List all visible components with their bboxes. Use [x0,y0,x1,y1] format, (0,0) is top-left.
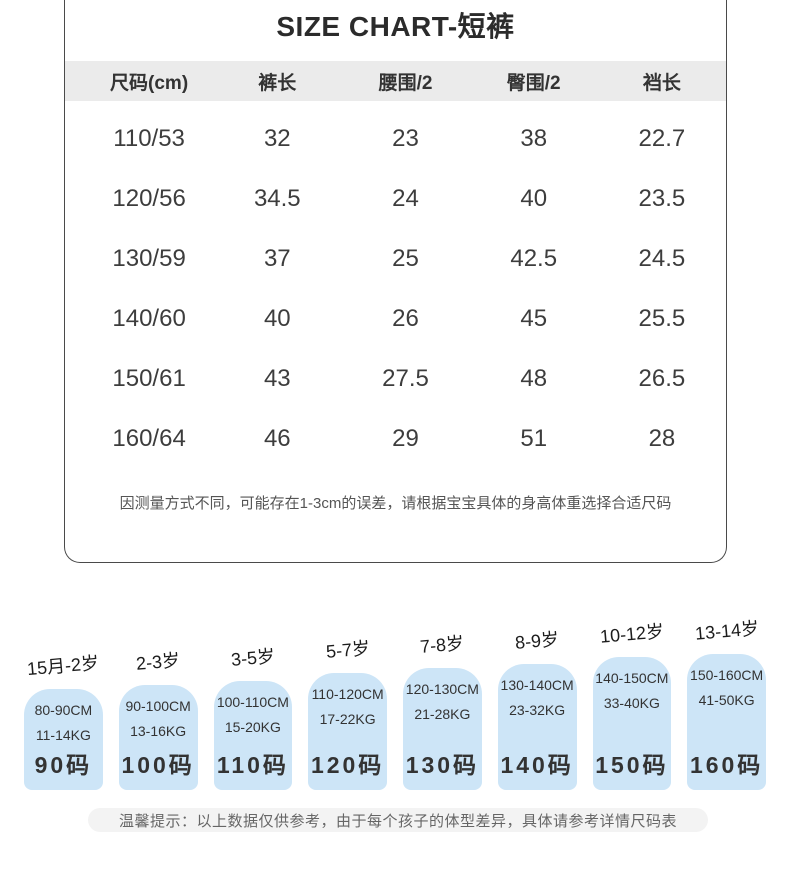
size-bubble: 140-150CM 33-40KG 150码 [592,657,672,790]
table-cell: 46 [263,425,291,452]
height-range: 80-90CM [34,702,93,718]
table-cell: 25.5 [638,305,686,332]
size-bubbles-row: 15月-2岁 80-90CM 11-14KG 90码 2-3岁 90-100CM… [24,618,766,790]
table-cell: 38 [520,125,548,152]
table-cell: 43 [263,365,291,392]
size-code: 130码 [405,752,480,778]
size-group-150: 10-12岁 140-150CM 33-40KG 150码 [592,621,672,790]
table-cell: 140/60 [112,305,186,332]
table-cell: 40 [263,305,291,332]
table-cell: 27.5 [382,365,429,392]
size-code: 90码 [34,752,93,778]
weight-range: 33-40KG [603,695,660,711]
size-code: 100码 [121,752,195,778]
weight-range: 17-22KG [319,711,376,727]
table-cell: 28 [648,425,676,452]
height-range: 100-110CM [216,694,289,710]
size-chart-card: SIZE CHART-短裤 尺码(cm) 裤长 腰围/2 臀围/2 裆长 110… [64,0,727,563]
size-group-100: 2-3岁 90-100CM 13-16KG 100码 [118,650,198,790]
age-label: 5-7岁 [324,638,371,662]
age-label: 8-9岁 [514,629,560,653]
table-row: 110/53 32 23 38 22.7 [65,109,726,169]
height-range: 120-130CM [405,681,479,697]
table-header-row: 尺码(cm) 裤长 腰围/2 臀围/2 裆长 [65,61,726,101]
size-code: 160码 [689,752,764,778]
size-bubble: 100-110CM 15-20KG 110码 [213,681,293,790]
weight-range: 15-20KG [224,719,281,735]
table-cell: 110/53 [113,125,185,152]
table-row: 160/64 46 29 51 28 [65,409,726,469]
footer-tip-pill: 温馨提示：以上数据仅供参考，由于每个孩子的体型差异，具体请参考详情尺码表 [88,808,708,832]
table-row: 140/60 40 26 45 25.5 [65,289,726,349]
size-group-160: 13-14岁 150-160CM 41-50KG 160码 [687,618,766,790]
height-range: 130-140CM [500,677,574,693]
table-cell: 130/59 [112,245,186,272]
size-code: 140码 [500,752,574,778]
size-group-90: 15月-2岁 80-90CM 11-14KG 90码 [24,652,103,790]
size-group-130: 7-8岁 120-130CM 21-28KG 130码 [403,633,482,790]
table-body: 110/53 32 23 38 22.7 120/56 34.5 24 40 2… [65,101,726,469]
table-cell: 120/56 [112,185,186,212]
measurement-disclaimer: 因测量方式不同，可能存在1-3cm的误差，请根据宝宝具体的身高体重选择合适尺码 [119,495,672,512]
weight-range: 41-50KG [698,692,755,708]
weight-range: 23-32KG [509,702,566,718]
column-header-hip: 臀围/2 [506,72,561,94]
size-code: 120码 [310,752,385,778]
table-cell: 26.5 [638,365,686,392]
table-cell: 45 [520,305,548,332]
size-bubble: 120-130CM 21-28KG 130码 [403,668,482,790]
table-row: 150/61 43 27.5 48 26.5 [65,349,726,409]
weight-range: 11-14KG [35,727,91,743]
column-header-length: 裤长 [258,72,297,94]
height-range: 110-120CM [311,686,384,702]
height-range: 90-100CM [125,698,191,714]
table-cell: 23.5 [638,185,686,212]
size-code: 110码 [216,752,289,778]
column-header-crotch: 裆长 [642,72,681,94]
table-cell: 150/61 [112,365,186,392]
page-title: SIZE CHART-短裤 [276,11,515,42]
table-cell: 51 [520,425,548,452]
weight-range: 13-16KG [130,723,187,739]
table-cell: 25 [392,245,419,272]
column-header-waist: 腰围/2 [378,72,433,94]
table-cell: 42.5 [510,245,558,272]
column-header-size: 尺码(cm) [110,72,189,94]
age-label: 3-5岁 [230,646,276,670]
table-row: 120/56 34.5 24 40 23.5 [65,169,726,229]
weight-range: 21-28KG [414,706,471,722]
table-cell: 24 [392,185,419,212]
age-label: 2-3岁 [135,650,181,674]
table-cell: 48 [520,365,548,392]
table-cell: 160/64 [112,425,186,452]
height-range: 150-160CM [690,667,764,683]
size-bubble: 80-90CM 11-14KG 90码 [24,689,103,790]
table-cell: 32 [263,125,291,152]
size-group-140: 8-9岁 130-140CM 23-32KG 140码 [497,629,577,790]
table-cell: 37 [263,245,291,272]
size-code: 150码 [595,752,669,778]
size-bubble: 90-100CM 13-16KG 100码 [118,685,198,790]
table-cell: 23 [392,125,419,152]
height-range: 140-150CM [595,670,669,686]
age-label: 7-8岁 [419,633,466,657]
size-group-110: 3-5岁 100-110CM 15-20KG 110码 [213,646,293,790]
table-cell: 34.5 [253,185,301,212]
table-cell: 22.7 [638,125,686,152]
size-bubble: 130-140CM 23-32KG 140码 [497,664,577,790]
age-label: 15月-2岁 [26,652,101,680]
age-label: 10-12岁 [599,621,665,647]
footer-tip-text: 温馨提示：以上数据仅供参考，由于每个孩子的体型差异，具体请参考详情尺码表 [118,812,677,830]
size-bubble: 110-120CM 17-22KG 120码 [308,673,387,790]
size-group-120: 5-7岁 110-120CM 17-22KG 120码 [308,638,387,790]
age-label: 13-14岁 [693,618,760,644]
table-cell: 26 [392,305,419,332]
size-bubble: 150-160CM 41-50KG 160码 [687,654,766,790]
table-row: 130/59 37 25 42.5 24.5 [65,229,726,289]
table-cell: 40 [520,185,548,212]
table-cell: 24.5 [638,245,686,272]
table-cell: 29 [392,425,419,452]
